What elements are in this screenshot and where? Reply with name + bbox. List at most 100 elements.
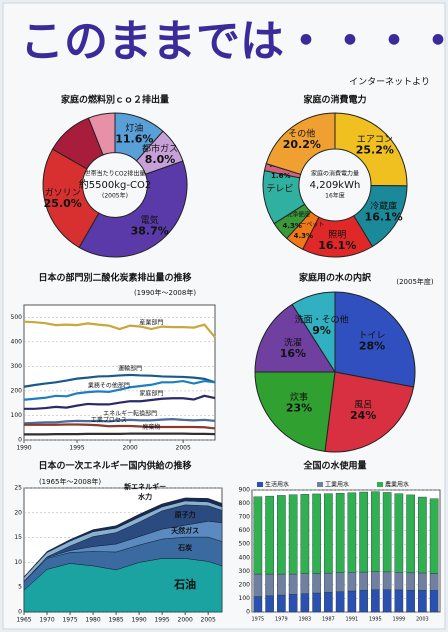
source: インターネットより	[349, 77, 430, 88]
x-tick-label: 1980	[85, 617, 100, 624]
bar-segment	[382, 492, 392, 573]
chart-subtitle: (1965年〜2008年)	[39, 477, 101, 486]
slice-label: 照明	[328, 229, 346, 240]
slice-label: 炊事	[290, 391, 308, 403]
slice	[87, 112, 116, 156]
y-tick-label: 25	[14, 485, 22, 492]
value-label: 23%	[286, 402, 312, 415]
y-tick-label: 400	[239, 554, 251, 561]
legend-swatch	[317, 482, 323, 487]
x-tick-label: 1990	[131, 617, 146, 624]
value-label: 16%	[280, 347, 306, 360]
x-tick-label: 1975	[62, 617, 77, 624]
bar-segment	[288, 573, 298, 595]
x-tick-label: 1995	[154, 617, 169, 624]
bar-segment	[335, 572, 345, 592]
slice-label: エアコン	[357, 135, 393, 145]
chart-title: 家庭の燃料別ｃｏ２排出量	[61, 94, 169, 106]
y-tick-label: 0	[18, 437, 22, 444]
value-label: 38.7%	[131, 225, 169, 238]
bar-segment	[300, 593, 310, 613]
bar-segment	[324, 572, 333, 593]
bar-segment	[382, 589, 392, 613]
y-tick-label: 300	[239, 568, 251, 575]
bar-segment	[359, 590, 368, 613]
line	[23, 373, 216, 388]
bar-segment	[418, 496, 427, 574]
slice	[78, 160, 188, 258]
bar-segment	[335, 493, 345, 573]
y-tick-label: 200	[239, 581, 251, 588]
bar-segment	[418, 590, 427, 613]
bar-segment	[277, 573, 286, 596]
slice-label: 洗面・その他	[295, 313, 349, 325]
slice	[334, 291, 416, 388]
bar-segment	[359, 491, 368, 573]
legend-swatch	[377, 482, 383, 487]
series-label: 石油	[173, 577, 196, 591]
x-tick-label: 1995	[369, 617, 382, 623]
series-label: 家庭部門	[139, 389, 163, 397]
chart-title: 家庭用の水の内訳	[299, 272, 372, 284]
value-label: 25.2%	[356, 144, 394, 157]
slice-label: 冷蔵庫	[370, 200, 397, 212]
bar-segment	[335, 591, 345, 613]
bar-segment	[253, 573, 263, 597]
bar-segment	[253, 596, 263, 613]
slice-label: 都市ガス	[142, 142, 178, 154]
legend-label: 農業用水	[385, 481, 409, 489]
y-tick-label: 20	[14, 509, 22, 516]
bar-segment	[265, 573, 274, 596]
chart-subtitle: (2005年度)	[396, 277, 434, 286]
legend-swatch	[257, 482, 263, 487]
y-tick-label: 100	[11, 412, 23, 419]
x-tick-label: 2000	[178, 617, 193, 624]
slice-label: 電気カーペット	[282, 221, 324, 229]
bar-segment	[394, 589, 404, 613]
legend-label: 生活用水	[265, 481, 289, 489]
y-tick-label: 300	[11, 363, 23, 370]
y-tick-label: 700	[239, 514, 251, 521]
slice-label: 温水洗浄便座	[274, 211, 310, 219]
line	[23, 320, 216, 338]
bar-segment	[265, 495, 274, 575]
chart-title: 日本の部門別二酸化炭素排出量の推移	[38, 272, 191, 284]
y-tick-label: 400	[11, 338, 23, 345]
slice	[42, 148, 100, 249]
slice-label: 洗濯	[284, 336, 302, 348]
x-tick-label: 2005	[201, 617, 216, 624]
series-label: 原子力	[175, 510, 196, 519]
value-label: 20.2%	[283, 138, 321, 151]
y-tick-label: 500	[11, 314, 23, 321]
chart-title: 全国の水使用量	[302, 460, 366, 472]
series-label: 石炭	[177, 543, 192, 552]
series-label: 運輸部門	[118, 364, 142, 372]
value-label: 16.1%	[365, 211, 403, 224]
value-label: 25.0%	[44, 197, 82, 210]
x-tick-label: 1995	[69, 445, 84, 452]
bar-segment	[277, 495, 286, 575]
x-tick-label: 1965	[16, 617, 31, 624]
bar-segment	[324, 493, 333, 574]
bar-segment	[312, 592, 321, 613]
center-label: 世帯当たりCO2排出量	[85, 170, 146, 178]
value-label: 9%	[312, 324, 331, 337]
series-label: 水力	[138, 492, 152, 501]
bar-segment	[300, 494, 310, 574]
chart-title: 日本の一次エネルギー国内供給の推移	[38, 460, 191, 472]
value-label: 28%	[359, 339, 385, 352]
bar-segment	[371, 571, 380, 590]
slice-label: ガソリン	[45, 188, 81, 199]
x-tick-label: 2000	[122, 445, 137, 452]
bar-segment	[406, 572, 415, 591]
y-tick-label: 10	[14, 559, 22, 566]
line	[24, 432, 216, 436]
y-tick-label: 900	[239, 487, 251, 494]
y-tick-label: 0	[18, 609, 22, 616]
line	[24, 423, 216, 430]
y-tick-label: 0	[246, 609, 250, 616]
legend-label: 工業用水	[325, 481, 349, 489]
x-tick-label: 1990	[16, 445, 31, 452]
x-tick-label: 1987	[322, 617, 335, 623]
